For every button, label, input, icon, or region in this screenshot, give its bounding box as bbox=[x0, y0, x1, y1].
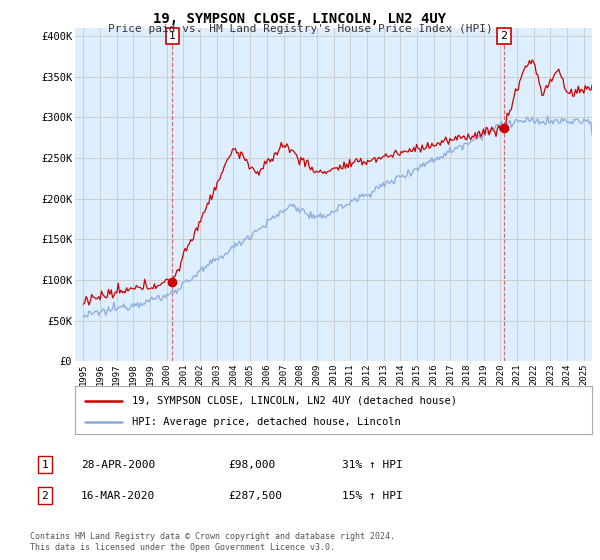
Text: 19, SYMPSON CLOSE, LINCOLN, LN2 4UY: 19, SYMPSON CLOSE, LINCOLN, LN2 4UY bbox=[154, 12, 446, 26]
Text: 2: 2 bbox=[41, 491, 49, 501]
Text: 19, SYMPSON CLOSE, LINCOLN, LN2 4UY (detached house): 19, SYMPSON CLOSE, LINCOLN, LN2 4UY (det… bbox=[132, 396, 457, 405]
Text: 15% ↑ HPI: 15% ↑ HPI bbox=[342, 491, 403, 501]
Text: 1: 1 bbox=[41, 460, 49, 470]
Text: £98,000: £98,000 bbox=[228, 460, 275, 470]
Text: 2: 2 bbox=[500, 31, 508, 41]
Text: This data is licensed under the Open Government Licence v3.0.: This data is licensed under the Open Gov… bbox=[30, 543, 335, 552]
Text: Price paid vs. HM Land Registry's House Price Index (HPI): Price paid vs. HM Land Registry's House … bbox=[107, 24, 493, 34]
Text: 28-APR-2000: 28-APR-2000 bbox=[81, 460, 155, 470]
Text: 16-MAR-2020: 16-MAR-2020 bbox=[81, 491, 155, 501]
Text: 1: 1 bbox=[169, 31, 176, 41]
Text: 31% ↑ HPI: 31% ↑ HPI bbox=[342, 460, 403, 470]
Text: Contains HM Land Registry data © Crown copyright and database right 2024.: Contains HM Land Registry data © Crown c… bbox=[30, 532, 395, 541]
Text: £287,500: £287,500 bbox=[228, 491, 282, 501]
Text: HPI: Average price, detached house, Lincoln: HPI: Average price, detached house, Linc… bbox=[132, 417, 401, 427]
